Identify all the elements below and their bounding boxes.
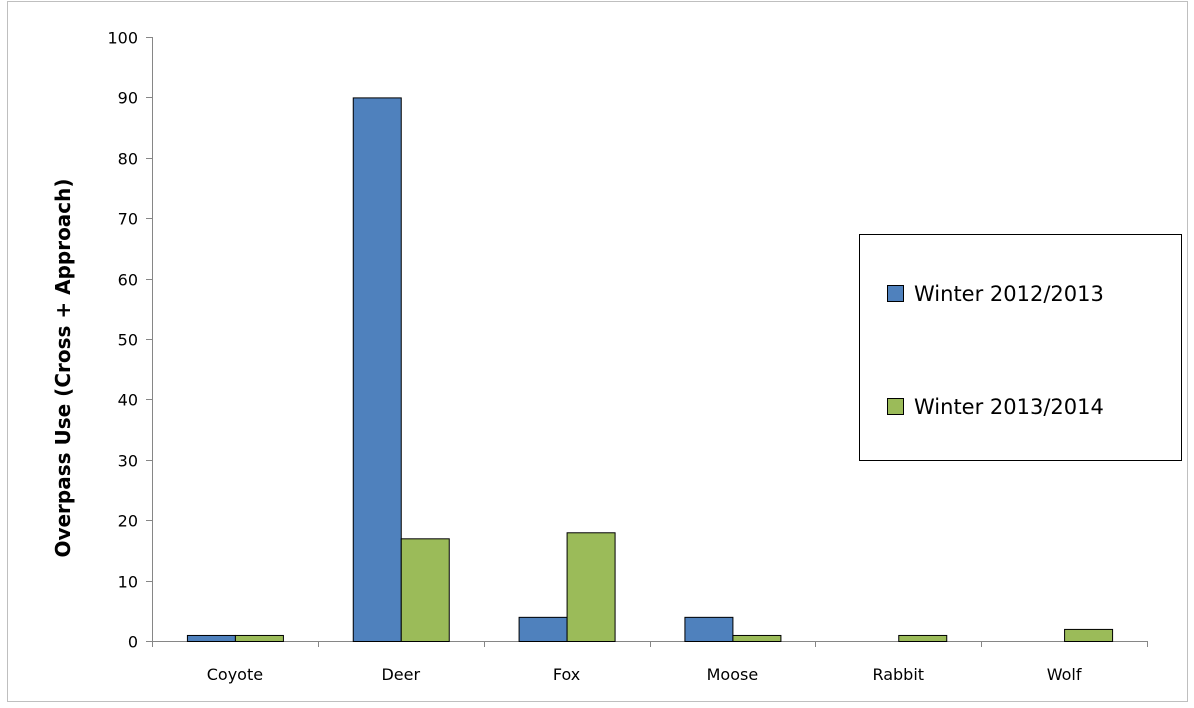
y-tick-label: 100 [107,29,138,48]
y-tick-label: 50 [118,331,138,350]
bar-rabbit-series-2 [898,634,948,643]
y-tick-label: 20 [118,512,138,531]
bar-deer-series-2 [400,538,450,643]
y-tick-label: 60 [118,271,138,290]
legend-label-winter-2012-2013: Winter 2012/2013 [914,282,1104,306]
x-tick-label: Deer [381,665,420,684]
legend-swatch-winter-2012-2013 [887,285,904,302]
bar-coyote-series-1 [186,634,236,643]
bar-fox-series-1 [518,616,568,643]
y-tick-label: 80 [118,150,138,169]
bar-moose-series-1 [684,616,734,643]
bars [186,97,1114,643]
x-tick-label: Moose [707,665,759,684]
x-tick-label: Fox [553,665,580,684]
y-tick-label: 70 [118,210,138,229]
x-tick-label: Coyote [207,665,263,684]
bar-moose-series-2 [732,634,782,643]
y-tick-label: 40 [118,391,138,410]
bar-deer-series-1 [352,97,402,642]
legend: Winter 2012/2013 Winter 2013/2014 [859,234,1182,461]
x-axis: Coyote Deer Fox Moose Rabbit Wolf [152,641,1148,684]
bar-wolf-series-2 [1064,628,1114,642]
y-tick-label: 0 [128,633,138,652]
y-axis: 0 10 20 30 40 50 60 70 80 90 100 [107,29,153,652]
y-tick-label: 10 [118,573,138,592]
x-tick-label: Rabbit [872,665,924,684]
bar-fox-series-2 [566,532,616,643]
y-axis-label: Overpass Use (Cross + Approach) [51,178,75,557]
legend-swatch-winter-2013-2014 [887,398,904,415]
legend-label-winter-2013-2014: Winter 2013/2014 [914,395,1104,419]
x-tick-label: Wolf [1047,665,1082,684]
legend-box [859,234,1182,461]
y-tick-label: 30 [118,452,138,471]
bar-coyote-series-2 [234,634,284,643]
y-tick-label: 90 [118,89,138,108]
